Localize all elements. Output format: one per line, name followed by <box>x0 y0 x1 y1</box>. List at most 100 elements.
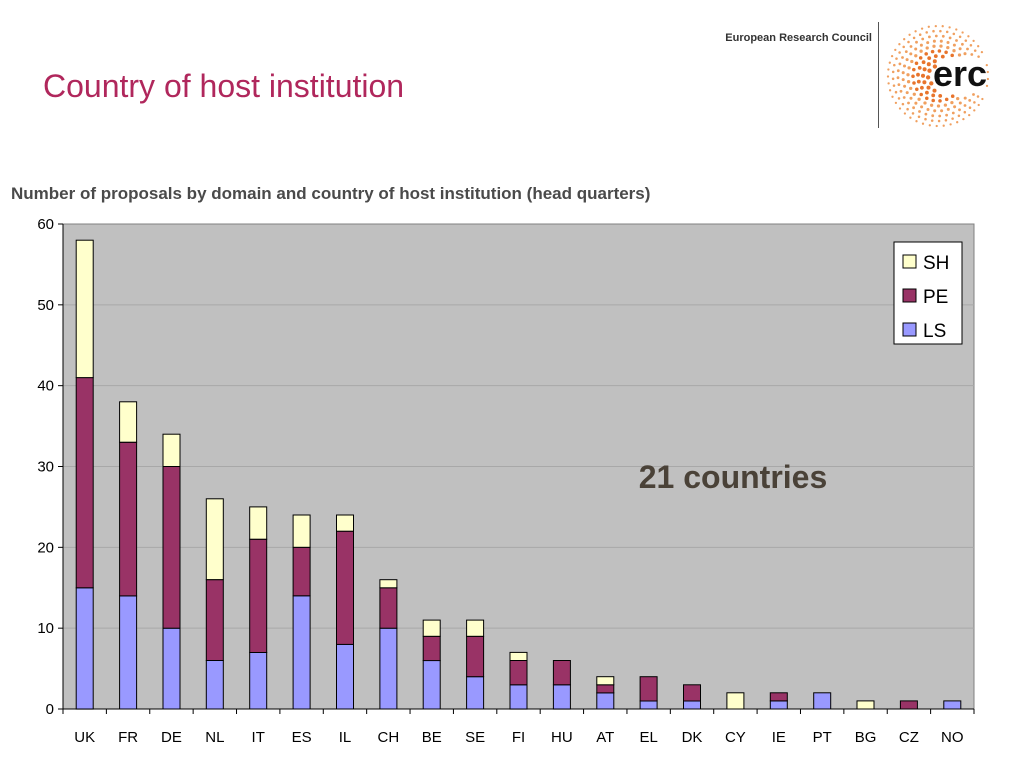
logo-dot <box>942 124 945 127</box>
bar-fi-ls <box>509 684 528 710</box>
logo-dot <box>948 36 952 40</box>
logo-dot <box>931 93 936 98</box>
logo-dot <box>935 124 938 128</box>
annotation-21-countries: 21 countries <box>639 459 828 495</box>
logo-dot <box>924 117 927 121</box>
logo-dot <box>922 80 927 85</box>
logo-dot <box>925 46 929 50</box>
logo-dot <box>925 31 928 34</box>
logo-dot <box>955 28 958 31</box>
logo-dot <box>944 97 949 102</box>
logo-dot <box>886 75 890 78</box>
logo-dot <box>964 39 968 42</box>
logo-dot <box>944 50 948 55</box>
logo-dot <box>894 101 898 105</box>
logo-dot <box>977 103 980 107</box>
logo-dot <box>949 123 952 126</box>
logo-dot <box>925 75 931 80</box>
y-tick-label: 10 <box>37 620 54 637</box>
logo-dot <box>926 107 930 112</box>
bar-it-pe <box>249 538 268 653</box>
logo-divider <box>878 22 879 128</box>
logo-dot <box>980 50 984 54</box>
x-tick-label: BE <box>422 729 442 746</box>
logo-dot <box>920 73 926 78</box>
logo-dot <box>909 86 913 91</box>
logo-dot <box>896 76 900 80</box>
legend: SH PE LS <box>893 241 963 345</box>
logo-dot <box>914 54 918 58</box>
bar-hu-ls <box>552 684 571 710</box>
logo-dot <box>906 73 910 77</box>
x-tick-label: AT <box>596 729 614 746</box>
logo-dot <box>892 84 896 87</box>
bar-el-ls <box>639 700 658 710</box>
logo-dot <box>932 39 936 43</box>
logo-dot <box>973 101 976 104</box>
logo-dot <box>912 92 916 96</box>
x-tick-label: PT <box>813 729 832 746</box>
logo-dot <box>950 94 955 98</box>
bar-be-ls <box>422 660 441 710</box>
bar-se-ls <box>466 676 485 710</box>
bar-it-ls <box>249 651 268 710</box>
bar-cy-sh <box>726 692 745 710</box>
logo-dot <box>970 53 974 56</box>
logo-dot <box>891 70 895 74</box>
bars <box>75 239 962 710</box>
x-tick-label: SE <box>465 729 485 746</box>
logo-dot <box>918 56 923 60</box>
logo-dot <box>933 54 938 58</box>
logo-dot <box>890 54 894 58</box>
bar-at-ls <box>596 692 615 710</box>
bar-be-pe <box>422 635 441 662</box>
bar-uk-sh <box>75 239 94 379</box>
logo-dot <box>985 84 989 88</box>
logo-dot <box>904 50 908 53</box>
legend-swatch-ls <box>902 322 917 337</box>
x-tick-label: CY <box>725 729 746 746</box>
logo-dot <box>958 35 962 39</box>
logo-dot <box>940 54 945 59</box>
logo-dot <box>914 61 919 66</box>
logo-dot <box>950 53 954 58</box>
logo-dot <box>910 59 914 64</box>
chart-title: Number of proposals by domain and countr… <box>11 184 651 203</box>
logo-dot <box>925 96 929 101</box>
bar-dk-ls <box>683 700 701 710</box>
y-tick-label: 0 <box>46 701 54 718</box>
bar-ie-ls <box>769 700 788 710</box>
bar-se-pe <box>466 635 485 678</box>
x-tick-label: BG <box>855 729 877 746</box>
logo-dot <box>972 39 975 43</box>
logo-dot <box>912 81 916 85</box>
logo-dot <box>918 33 922 36</box>
legend-swatch-sh <box>902 254 917 269</box>
logo-dot <box>938 99 942 103</box>
bar-at-pe <box>596 684 615 694</box>
logo-dot <box>895 57 898 60</box>
logo-dot <box>912 106 915 110</box>
logo-dot <box>945 113 948 117</box>
bar-il-sh <box>336 514 354 532</box>
bar-fi-pe <box>509 660 528 686</box>
logo-dot <box>912 36 916 40</box>
bar-cz-pe <box>899 700 918 710</box>
logo-dot <box>901 102 905 106</box>
x-tick-label: CZ <box>899 729 919 746</box>
logo-dot <box>976 95 980 98</box>
logo-dot <box>934 34 938 38</box>
logo-dot <box>941 34 945 38</box>
bar-be-sh <box>422 619 441 637</box>
logo-dot <box>963 110 967 114</box>
logo-dot <box>963 104 967 107</box>
logo-dot <box>977 55 980 58</box>
logo-dot-pattern <box>886 24 990 128</box>
x-tick-label: IT <box>252 729 265 746</box>
logo-dot <box>937 49 942 53</box>
logo-dot <box>930 49 935 54</box>
logo-dot <box>907 66 911 70</box>
legend-label-sh: SH <box>923 253 949 274</box>
logo-dot <box>924 52 928 56</box>
x-tick-label: NL <box>205 729 224 746</box>
